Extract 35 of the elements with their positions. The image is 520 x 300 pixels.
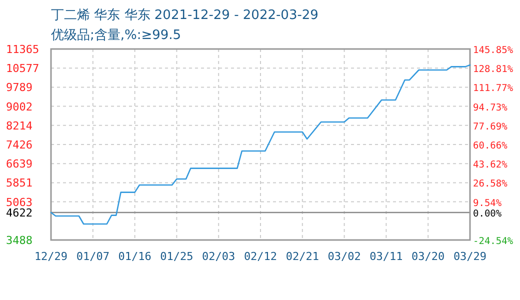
chart-subtitle: 优级品;含量,%:≥99.5 <box>51 28 182 43</box>
x-tick-label: 01/16 <box>118 250 152 263</box>
y-tick-label: 9002 <box>6 100 32 114</box>
x-tick-label: 02/03 <box>202 250 236 263</box>
y2-tick-label: 77.69% <box>473 121 508 132</box>
y-tick-label: 10577 <box>6 62 40 76</box>
y-tick-label: 9789 <box>6 81 32 94</box>
y2-tick-label: 43.62% <box>473 160 508 171</box>
x-tick-label: 02/12 <box>244 250 278 263</box>
x-tick-label: 12/29 <box>34 250 68 263</box>
y-tick-label: 5851 <box>6 176 32 190</box>
y-tick-label: 11365 <box>6 43 40 56</box>
x-tick-label: 03/20 <box>412 250 445 263</box>
y2-tick-label: 26.58% <box>473 178 508 190</box>
y2-tick-label: 128.81% <box>473 64 514 76</box>
x-tick-label: 02/21 <box>286 250 319 263</box>
y-tick-label: 7426 <box>6 138 32 152</box>
x-tick-label: 03/11 <box>370 250 403 263</box>
y2-tick-label: -24.54% <box>473 236 514 247</box>
x-tick-label: 03/02 <box>328 250 361 263</box>
x-tick-label: 01/07 <box>76 250 110 263</box>
y2-tick-label: 0.00% <box>473 208 502 220</box>
y-tick-label: 5063 <box>6 196 32 209</box>
chart-title: 丁二烯 华东 华东 2021-12-29 - 2022-03-29 <box>51 8 318 23</box>
y-tick-label: 8214 <box>6 119 33 132</box>
y2-tick-label: 60.66% <box>473 140 508 152</box>
y-tick-label: 3488 <box>6 234 32 247</box>
y-tick-label: 6639 <box>6 158 32 171</box>
y2-tick-label: 9.54% <box>473 198 502 209</box>
y-tick-label: 4622 <box>6 206 32 220</box>
x-tick-label: 01/25 <box>160 250 194 263</box>
y2-tick-label: 111.77% <box>473 83 514 94</box>
y2-tick-label: 94.73% <box>473 102 508 114</box>
y2-tick-label: 145.85% <box>473 45 514 56</box>
x-tick-label: 03/29 <box>453 250 487 263</box>
